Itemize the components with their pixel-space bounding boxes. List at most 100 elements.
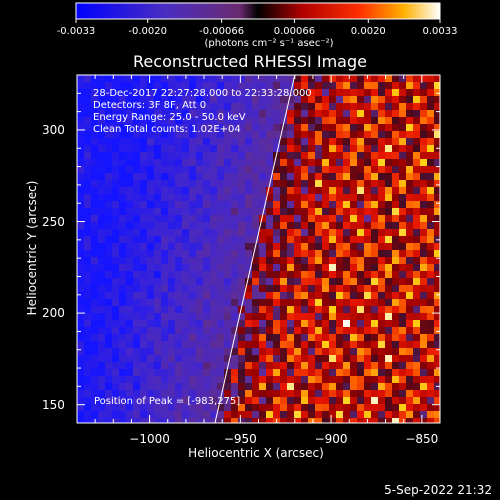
heatmap-cell: [98, 278, 106, 286]
heatmap-cell: [154, 411, 162, 419]
heatmap-cell: [175, 313, 183, 321]
heatmap-cell: [259, 229, 267, 237]
heatmap-cell: [315, 103, 323, 111]
heatmap-cell: [420, 208, 428, 216]
heatmap-cell: [140, 208, 148, 216]
heatmap-cell: [427, 82, 435, 90]
heatmap-cell: [273, 341, 281, 349]
heatmap-cell: [364, 313, 372, 321]
heatmap-cell: [392, 341, 400, 349]
heatmap-cell: [357, 278, 365, 286]
heatmap-cell: [175, 299, 183, 307]
heatmap-cell: [231, 159, 239, 167]
heatmap-cell: [133, 103, 141, 111]
heatmap-cell: [294, 173, 302, 181]
heatmap-cell: [392, 173, 400, 181]
heatmap-cell: [119, 411, 127, 419]
heatmap-cell: [175, 397, 183, 405]
heatmap-cell: [238, 404, 246, 412]
heatmap-cell: [336, 152, 344, 160]
heatmap-cell: [378, 362, 386, 370]
heatmap-cell: [308, 292, 316, 300]
heatmap-cell: [329, 173, 337, 181]
heatmap-cell: [168, 229, 176, 237]
heatmap-cell: [399, 243, 407, 251]
heatmap-cell: [259, 334, 267, 342]
heatmap-cell: [273, 355, 281, 363]
heatmap-cell: [245, 229, 253, 237]
heatmap-cell: [364, 341, 372, 349]
heatmap-cell: [308, 411, 316, 419]
heatmap-cell: [273, 215, 281, 223]
heatmap-cell: [364, 166, 372, 174]
heatmap-cell: [287, 236, 295, 244]
heatmap-cell: [245, 355, 253, 363]
heatmap-cell: [140, 138, 148, 146]
heatmap-cell: [322, 313, 330, 321]
heatmap-cell: [91, 250, 99, 258]
heatmap-cell: [245, 418, 253, 423]
heatmap-cell: [147, 229, 155, 237]
heatmap-cell: [357, 145, 365, 153]
heatmap-cell: [357, 166, 365, 174]
heatmap-cell: [217, 250, 225, 258]
heatmap-cell: [420, 292, 428, 300]
heatmap-cell: [280, 313, 288, 321]
heatmap-cell: [133, 89, 141, 97]
heatmap-cell: [77, 152, 85, 160]
heatmap-cell: [91, 117, 99, 125]
heatmap-cell: [168, 313, 176, 321]
heatmap-cell: [112, 145, 120, 153]
heatmap-cell: [252, 278, 260, 286]
heatmap-cell: [133, 194, 141, 202]
heatmap-cell: [322, 404, 330, 412]
heatmap-cell: [189, 110, 197, 118]
heatmap-cell: [399, 278, 407, 286]
heatmap-cell: [364, 397, 372, 405]
heatmap-cell: [231, 110, 239, 118]
heatmap-cell: [182, 131, 190, 139]
heatmap-cell: [322, 96, 330, 104]
heatmap-cell: [336, 131, 344, 139]
heatmap-cell: [98, 187, 106, 195]
heatmap-cell: [105, 299, 113, 307]
heatmap-cell: [105, 313, 113, 321]
heatmap-cell: [126, 418, 134, 423]
heatmap-cell: [105, 110, 113, 118]
heatmap-cell: [91, 236, 99, 244]
heatmap-cell: [252, 180, 260, 188]
heatmap-cell: [196, 236, 204, 244]
heatmap-cell: [392, 250, 400, 258]
heatmap-cell: [399, 229, 407, 237]
heatmap-cell: [427, 159, 435, 167]
heatmap-cell: [350, 82, 358, 90]
heatmap-cell: [98, 376, 106, 384]
heatmap-cell: [245, 383, 253, 391]
heatmap-cell: [336, 327, 344, 335]
heatmap-cell: [385, 208, 393, 216]
heatmap-cell: [133, 159, 141, 167]
heatmap-cell: [210, 243, 218, 251]
heatmap-cell: [343, 75, 351, 83]
heatmap-cell: [427, 236, 435, 244]
heatmap-cell: [119, 243, 127, 251]
heatmap-cell: [406, 285, 414, 293]
heatmap-cell: [322, 334, 330, 342]
heatmap-cell: [308, 82, 316, 90]
heatmap-cell: [371, 89, 379, 97]
heatmap-cell: [168, 159, 176, 167]
heatmap-cell: [343, 222, 351, 230]
heatmap-cell: [273, 327, 281, 335]
heatmap-cell: [371, 201, 379, 209]
heatmap-cell: [364, 89, 372, 97]
heatmap-cell: [280, 397, 288, 405]
heatmap-cell: [112, 411, 120, 419]
heatmap-cell: [203, 89, 211, 97]
heatmap-cell: [392, 362, 400, 370]
heatmap-cell: [147, 201, 155, 209]
heatmap-cell: [308, 271, 316, 279]
heatmap-cell: [406, 418, 414, 423]
heatmap-cell: [175, 334, 183, 342]
heatmap-cell: [336, 313, 344, 321]
heatmap-cell: [77, 82, 85, 90]
